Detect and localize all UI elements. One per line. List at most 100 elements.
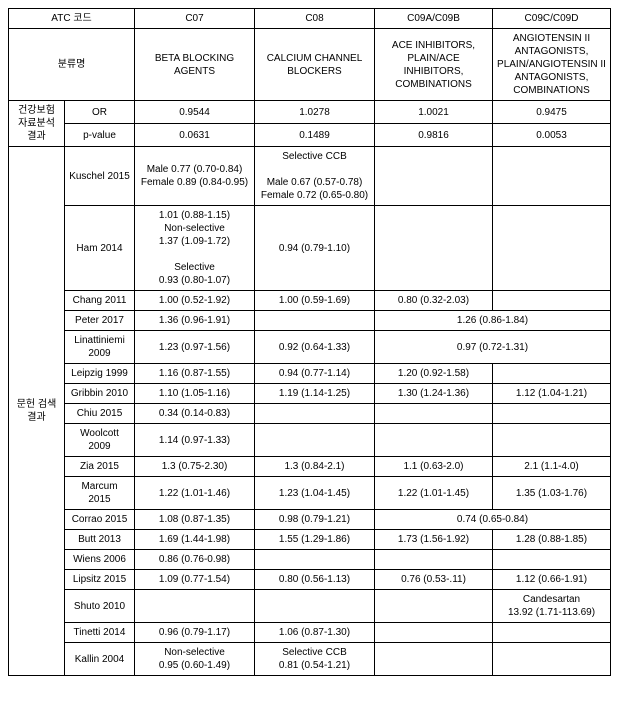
data-table: ATC 코드 C07 C08 C09A/C09B C09C/C09D 분류명 B… xyxy=(8,8,611,676)
tinetti-c09cd xyxy=(493,623,611,643)
ham-c07: 1.01 (0.88-1.15) Non-selective 1.37 (1.0… xyxy=(135,206,255,291)
ref-kallin: Kallin 2004 xyxy=(65,643,135,676)
butt-c08: 1.55 (1.29-1.86) xyxy=(255,530,375,550)
leipzig-c07: 1.16 (0.87-1.55) xyxy=(135,364,255,384)
ref-butt: Butt 2013 xyxy=(65,530,135,550)
lit-row-chang: Chang 2011 1.00 (0.52-1.92) 1.00 (0.59-1… xyxy=(9,291,611,311)
wiens-c09cd xyxy=(493,550,611,570)
or-c08: 1.0278 xyxy=(255,101,375,124)
shuto-c08 xyxy=(255,590,375,623)
lit-row-peter: Peter 2017 1.36 (0.96-1.91) 1.26 (0.86-1… xyxy=(9,311,611,331)
kallin-c09cd xyxy=(493,643,611,676)
shuto-c09ab xyxy=(375,590,493,623)
lipsitz-c09cd: 1.12 (0.66-1.91) xyxy=(493,570,611,590)
ham-c09cd xyxy=(493,206,611,291)
chang-c08: 1.00 (0.59-1.69) xyxy=(255,291,375,311)
shuto-c07 xyxy=(135,590,255,623)
classification-label: 분류명 xyxy=(9,29,135,101)
lit-row-corrao: Corrao 2015 1.08 (0.87-1.35) 0.98 (0.79-… xyxy=(9,510,611,530)
leipzig-c09cd xyxy=(493,364,611,384)
kuschel-c09cd xyxy=(493,147,611,206)
class-c09ab: ACE INHIBITORS, PLAIN/ACE INHIBITORS, CO… xyxy=(375,29,493,101)
lit-row-woolcott: Woolcott 2009 1.14 (0.97-1.33) xyxy=(9,424,611,457)
ref-kuschel: Kuschel 2015 xyxy=(65,147,135,206)
col-c07: C07 xyxy=(135,9,255,29)
lit-row-kallin: Kallin 2004 Non-selective 0.95 (0.60-1.4… xyxy=(9,643,611,676)
chiu-c09ab xyxy=(375,404,493,424)
col-c09ab: C09A/C09B xyxy=(375,9,493,29)
leipzig-c09ab: 1.20 (0.92-1.58) xyxy=(375,364,493,384)
linattiniemi-c07: 1.23 (0.97-1.56) xyxy=(135,331,255,364)
chiu-c08 xyxy=(255,404,375,424)
ref-peter: Peter 2017 xyxy=(65,311,135,331)
p-c07: 0.0631 xyxy=(135,124,255,147)
corrao-merged: 0.74 (0.65-0.84) xyxy=(375,510,611,530)
insurance-or-row: 건강보험 자료분석 결과 OR 0.9544 1.0278 1.0021 0.9… xyxy=(9,101,611,124)
tinetti-c08: 1.06 (0.87-1.30) xyxy=(255,623,375,643)
lit-row-tinetti: Tinetti 2014 0.96 (0.79-1.17) 1.06 (0.87… xyxy=(9,623,611,643)
chang-c07: 1.00 (0.52-1.92) xyxy=(135,291,255,311)
ham-c09ab xyxy=(375,206,493,291)
wiens-c09ab xyxy=(375,550,493,570)
lit-row-linattiniemi: Linattiniemi 2009 1.23 (0.97-1.56) 0.92 … xyxy=(9,331,611,364)
ham-c08: 0.94 (0.79-1.10) xyxy=(255,206,375,291)
lit-row-marcum: Marcum 2015 1.22 (1.01-1.46) 1.23 (1.04-… xyxy=(9,477,611,510)
lit-group-label: 문헌 검색 결과 xyxy=(9,147,65,676)
kallin-c08: Selective CCB 0.81 (0.54-1.21) xyxy=(255,643,375,676)
ref-linattiniemi: Linattiniemi 2009 xyxy=(65,331,135,364)
ref-chiu: Chiu 2015 xyxy=(65,404,135,424)
class-c09cd: ANGIOTENSIN II ANTAGONISTS, PLAIN/ANGIOT… xyxy=(493,29,611,101)
lipsitz-c08: 0.80 (0.56-1.13) xyxy=(255,570,375,590)
chang-c09cd xyxy=(493,291,611,311)
kallin-c09ab xyxy=(375,643,493,676)
lit-row-shuto: Shuto 2010 Candesartan 13.92 (1.71-113.6… xyxy=(9,590,611,623)
kuschel-c09ab xyxy=(375,147,493,206)
lipsitz-c09ab: 0.76 (0.53-.11) xyxy=(375,570,493,590)
gribbin-c09ab: 1.30 (1.24-1.36) xyxy=(375,384,493,404)
ref-gribbin: Gribbin 2010 xyxy=(65,384,135,404)
gribbin-c07: 1.10 (1.05-1.16) xyxy=(135,384,255,404)
ref-wiens: Wiens 2006 xyxy=(65,550,135,570)
wiens-c07: 0.86 (0.76-0.98) xyxy=(135,550,255,570)
shuto-c09cd: Candesartan 13.92 (1.71-113.69) xyxy=(493,590,611,623)
lit-row-zia: Zia 2015 1.3 (0.75-2.30) 1.3 (0.84-2.1) … xyxy=(9,457,611,477)
corrao-c07: 1.08 (0.87-1.35) xyxy=(135,510,255,530)
insurance-group-label: 건강보험 자료분석 결과 xyxy=(9,101,65,147)
p-c09cd: 0.0053 xyxy=(493,124,611,147)
woolcott-c08 xyxy=(255,424,375,457)
lipsitz-c07: 1.09 (0.77-1.54) xyxy=(135,570,255,590)
lit-row-ham: Ham 2014 1.01 (0.88-1.15) Non-selective … xyxy=(9,206,611,291)
wiens-c08 xyxy=(255,550,375,570)
peter-c08 xyxy=(255,311,375,331)
gribbin-c09cd: 1.12 (1.04-1.21) xyxy=(493,384,611,404)
lit-row-chiu: Chiu 2015 0.34 (0.14-0.83) xyxy=(9,404,611,424)
class-c08: CALCIUM CHANNEL BLOCKERS xyxy=(255,29,375,101)
butt-c09ab: 1.73 (1.56-1.92) xyxy=(375,530,493,550)
chiu-c09cd xyxy=(493,404,611,424)
woolcott-c09cd xyxy=(493,424,611,457)
butt-c07: 1.69 (1.44-1.98) xyxy=(135,530,255,550)
lit-row-lipsitz: Lipsitz 2015 1.09 (0.77-1.54) 0.80 (0.56… xyxy=(9,570,611,590)
ref-woolcott: Woolcott 2009 xyxy=(65,424,135,457)
lit-row-gribbin: Gribbin 2010 1.10 (1.05-1.16) 1.19 (1.14… xyxy=(9,384,611,404)
zia-c07: 1.3 (0.75-2.30) xyxy=(135,457,255,477)
marcum-c09ab: 1.22 (1.01-1.45) xyxy=(375,477,493,510)
or-c07: 0.9544 xyxy=(135,101,255,124)
woolcott-c07: 1.14 (0.97-1.33) xyxy=(135,424,255,457)
or-c09ab: 1.0021 xyxy=(375,101,493,124)
atc-code-header: ATC 코드 xyxy=(9,9,135,29)
lit-row-kuschel: 문헌 검색 결과 Kuschel 2015 Male 0.77 (0.70-0.… xyxy=(9,147,611,206)
insurance-p-row: p-value 0.0631 0.1489 0.9816 0.0053 xyxy=(9,124,611,147)
woolcott-c09ab xyxy=(375,424,493,457)
col-c09cd: C09C/C09D xyxy=(493,9,611,29)
or-label: OR xyxy=(65,101,135,124)
kallin-c07: Non-selective 0.95 (0.60-1.49) xyxy=(135,643,255,676)
chiu-c07: 0.34 (0.14-0.83) xyxy=(135,404,255,424)
leipzig-c08: 0.94 (0.77-1.14) xyxy=(255,364,375,384)
corrao-c08: 0.98 (0.79-1.21) xyxy=(255,510,375,530)
ref-chang: Chang 2011 xyxy=(65,291,135,311)
zia-c08: 1.3 (0.84-2.1) xyxy=(255,457,375,477)
ref-lipsitz: Lipsitz 2015 xyxy=(65,570,135,590)
lit-row-leipzig: Leipzig 1999 1.16 (0.87-1.55) 0.94 (0.77… xyxy=(9,364,611,384)
chang-c09ab: 0.80 (0.32-2.03) xyxy=(375,291,493,311)
